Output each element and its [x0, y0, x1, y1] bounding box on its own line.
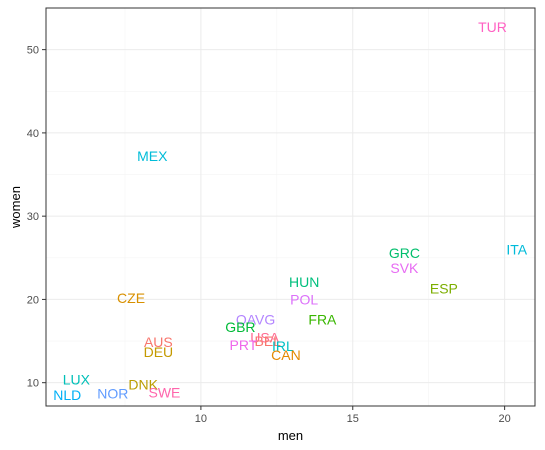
- point-label-fra: FRA: [308, 311, 337, 327]
- y-tick-label: 30: [27, 211, 39, 223]
- y-tick-label: 40: [27, 128, 39, 140]
- y-tick-label: 20: [27, 294, 39, 306]
- x-axis-title: men: [278, 428, 303, 443]
- point-label-can: CAN: [271, 347, 301, 363]
- point-label-usa: USA: [250, 330, 279, 346]
- point-label-gbr: GBR: [225, 319, 255, 335]
- point-label-dnk: DNK: [128, 376, 158, 392]
- axes: 10 15 20 10 20 30 40 50: [27, 45, 511, 425]
- point-label-pol: POL: [290, 291, 318, 307]
- point-label-mex: MEX: [137, 148, 168, 164]
- point-label-grc: GRC: [389, 245, 420, 261]
- point-label-bel: BEL: [254, 333, 281, 349]
- x-tick-label: 20: [499, 413, 511, 425]
- panel-border: [45, 7, 536, 407]
- point-label-prt: PRT: [230, 337, 258, 353]
- point-label-nor: NOR: [97, 386, 128, 402]
- y-axis-title: women: [8, 186, 23, 229]
- point-label-esp: ESP: [430, 281, 458, 297]
- y-tick-label: 50: [27, 45, 39, 57]
- point-label-hun: HUN: [289, 274, 319, 290]
- point-label-lux: LUX: [63, 371, 91, 387]
- x-tick-label: 10: [195, 413, 207, 425]
- point-label-svk: SVK: [390, 260, 419, 276]
- point-label-swe: SWE: [149, 385, 181, 401]
- point-label-nld: NLD: [53, 387, 81, 403]
- y-tick-label: 10: [27, 378, 39, 390]
- point-label-oavg: OAVG: [236, 311, 275, 327]
- point-label-irl: IRL: [272, 338, 294, 354]
- x-tick-label: 15: [347, 413, 359, 425]
- point-label-deu: DEU: [144, 344, 174, 360]
- point-label-tur: TUR: [478, 19, 507, 35]
- point-label-ita: ITA: [506, 241, 527, 257]
- point-label-aus: AUS: [144, 334, 173, 350]
- point-label-cze: CZE: [117, 290, 145, 306]
